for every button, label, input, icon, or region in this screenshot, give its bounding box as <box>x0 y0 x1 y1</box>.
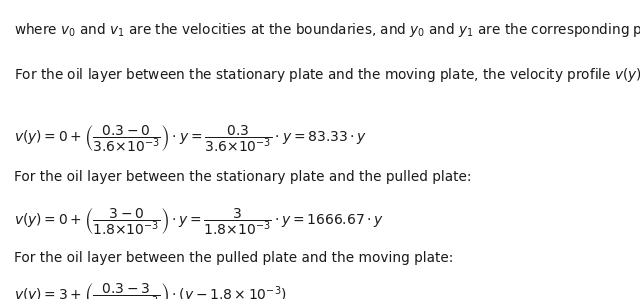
Text: For the oil layer between the stationary plate and the pulled plate:: For the oil layer between the stationary… <box>14 170 472 184</box>
Text: For the oil layer between the stationary plate and the moving plate, the velocit: For the oil layer between the stationary… <box>14 66 640 84</box>
Text: For the oil layer between the pulled plate and the moving plate:: For the oil layer between the pulled pla… <box>14 251 454 265</box>
Text: $v(y) = 0 + \left(\dfrac{0.3-0}{3.6{\times}10^{-3}}\right) \cdot y = \dfrac{0.3}: $v(y) = 0 + \left(\dfrac{0.3-0}{3.6{\tim… <box>14 123 367 153</box>
Text: $v(y) = 3 + \left(\dfrac{0.3-3}{1.8{\times}10^{-3}}\right) \cdot (y - 1.8 \times: $v(y) = 3 + \left(\dfrac{0.3-3}{1.8{\tim… <box>14 281 287 299</box>
Text: $v(y) = 0 + \left(\dfrac{3-0}{1.8{\times}10^{-3}}\right) \cdot y = \dfrac{3}{1.8: $v(y) = 0 + \left(\dfrac{3-0}{1.8{\times… <box>14 206 384 237</box>
Text: where $v_0$ and $v_1$ are the velocities at the boundaries, and $y_0$ and $y_1$ : where $v_0$ and $v_1$ are the velocities… <box>14 21 640 39</box>
